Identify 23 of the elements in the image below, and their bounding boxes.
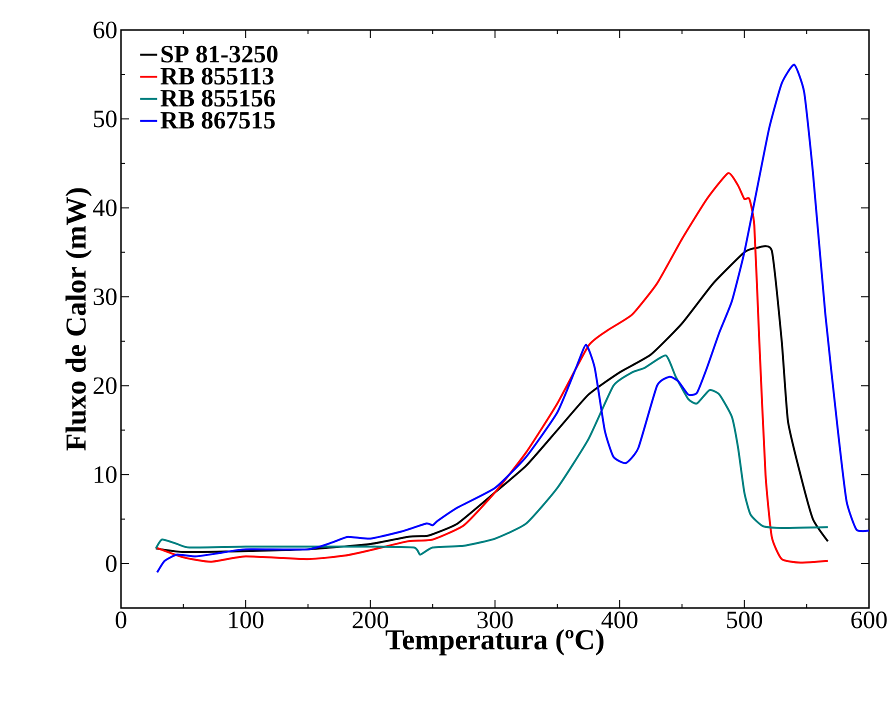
- x-tick-label: 200: [352, 612, 388, 628]
- y-tick-label: 40: [93, 199, 117, 216]
- y-axis-title: Fluxo de Calor (mW): [66, 188, 92, 450]
- y-tick-label: 60: [94, 22, 117, 38]
- y-tick-label: 20: [94, 377, 117, 394]
- legend-label: RB 855113: [160, 68, 274, 85]
- legend-label: RB 867515: [160, 112, 275, 129]
- y-tick-label: 0: [106, 555, 117, 572]
- y-tick-label: 10: [94, 466, 117, 484]
- y-tick-label: 50: [94, 110, 117, 128]
- x-tick-label: 500: [727, 612, 762, 628]
- legend-label: RB 855156: [160, 90, 275, 107]
- x-tick-label: 600: [851, 612, 887, 628]
- x-tick-label: 300: [478, 612, 513, 628]
- x-tick-label: 400: [601, 612, 638, 628]
- x-tick-label: 100: [229, 612, 264, 628]
- line-series: [154, 246, 829, 554]
- y-tick-label: 30: [94, 288, 117, 306]
- legend-label: SP 81-3250: [161, 46, 278, 63]
- line-series: [154, 172, 829, 564]
- line-series: [156, 64, 870, 574]
- line-series: [154, 354, 829, 556]
- x-axis-title: Temperatura (ºC): [386, 629, 604, 656]
